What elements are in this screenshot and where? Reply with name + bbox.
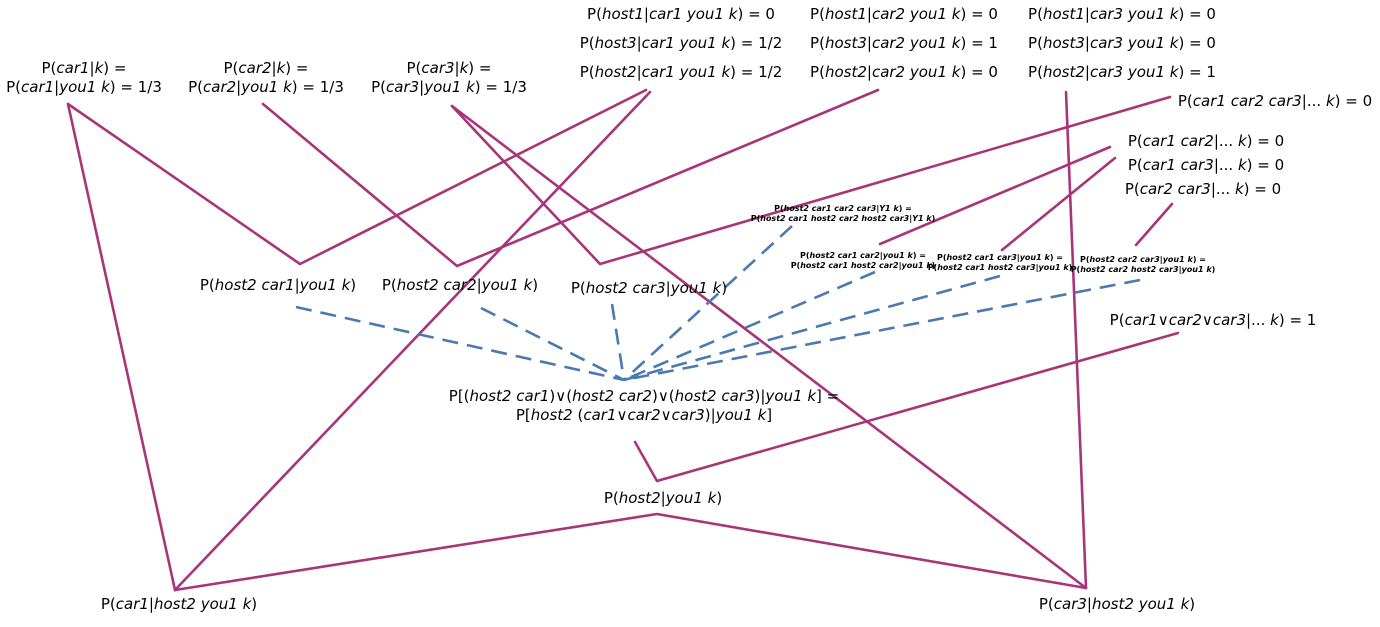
node-car2-host-probs: P(host1|car2 you1 k) = 0 P(host3|car2 yo… bbox=[810, 0, 998, 87]
edge-host2-car3-to-union bbox=[610, 303, 626, 381]
edge-host2-car1-to-union bbox=[295, 305, 625, 382]
node-p-host2: P(host2|you1 k) bbox=[603, 489, 723, 507]
node-line: P(host2 car1 host2 car3|you1 k) bbox=[927, 263, 1073, 272]
node-line: P(host1|car1 you1 k) = 0 bbox=[587, 5, 775, 23]
edge-car12-to-joint12 bbox=[878, 145, 1112, 246]
node-line: P(car2|you1 k) = 1/3 bbox=[188, 78, 344, 96]
node-union: P[(host2 car1)∨(host2 car2)∨(host2 car3)… bbox=[449, 387, 839, 425]
node-posterior-car3: P(car3|host2 you1 k) bbox=[1038, 595, 1196, 613]
edge-car3-prior-to-posterior-car3 bbox=[450, 104, 1088, 590]
edge-car1-prior-to-host2-car1 bbox=[66, 88, 648, 266]
edge-car3-prior-to-host2-car3 bbox=[450, 95, 1172, 266]
node-line: P(car1|you1 k) = 1/3 bbox=[6, 78, 162, 96]
node-p-car23-k: P(car2 car3|... k) = 0 bbox=[1124, 180, 1282, 198]
node-car3-host-probs: P(host1|car3 you1 k) = 0 P(host3|car3 yo… bbox=[1028, 0, 1216, 87]
node-line: P(host2 car1 car2 car3|Y1 k) = bbox=[774, 204, 912, 213]
node-line: P(host1|car2 you1 k) = 0 bbox=[810, 5, 998, 23]
node-line: P[(host2 car1)∨(host2 car2)∨(host2 car3)… bbox=[448, 387, 840, 405]
node-line: P(host2 car1 host2 car2|you1 k) bbox=[790, 261, 936, 270]
node-p-host2-car3: P(host2 car3|you1 k) bbox=[570, 279, 728, 297]
edge-union-to-or-car bbox=[633, 331, 1180, 483]
edge-joint23-to-union bbox=[623, 278, 1141, 382]
node-joint-123: P(host2 car1 car2 car3|Y1 k) = P(host2 c… bbox=[751, 204, 936, 224]
node-line: P[host2 (car1∨car2∨car3)|you1 k] bbox=[515, 406, 773, 424]
solid-edges bbox=[66, 88, 1180, 592]
edge-car1-prior-to-posterior-car1 bbox=[66, 102, 177, 592]
node-line: P(car3|k) = bbox=[406, 59, 492, 77]
node-joint-12: P(host2 car1 car2|you1 k) = P(host2 car1… bbox=[791, 251, 936, 271]
node-p-car1-k: P(car1|k) = P(car1|you1 k) = 1/3 bbox=[6, 59, 162, 97]
node-line: P(host2|car2 you1 k) = 0 bbox=[810, 63, 998, 81]
node-line: P(car2|k) = bbox=[223, 59, 309, 77]
node-line: P(host3|car1 you1 k) = 1/2 bbox=[579, 34, 783, 52]
node-line: P(car1|k) = bbox=[41, 59, 127, 77]
edge-host2-to-posteriors bbox=[173, 512, 1088, 592]
node-p-car13-k: P(car1 car3|... k) = 0 bbox=[1127, 156, 1285, 174]
node-line: P(host2|car1 you1 k) = 1/2 bbox=[579, 63, 783, 81]
edge-joint12-to-union bbox=[623, 270, 876, 382]
edge-host-probs-car3-to-posterior-car3 bbox=[1064, 90, 1088, 590]
node-line: P(host2|car3 you1 k) = 1 bbox=[1028, 63, 1216, 81]
edge-joint13-to-union bbox=[623, 274, 1001, 382]
node-car1-host-probs: P(host1|car1 you1 k) = 0 P(host3|car1 yo… bbox=[580, 0, 783, 87]
node-line: P(host2 car1 car3|you1 k) = bbox=[937, 253, 1063, 262]
node-line: P(host1|car3 you1 k) = 0 bbox=[1028, 5, 1216, 23]
node-joint-23: P(host2 car2 car3|you1 k) = P(host2 car2… bbox=[1071, 255, 1216, 275]
node-posterior-car1: P(car1|host2 you1 k) bbox=[100, 595, 258, 613]
node-line: P(host3|car2 you1 k) = 1 bbox=[810, 34, 998, 52]
node-joint-13: P(host2 car1 car3|you1 k) = P(host2 car1… bbox=[928, 253, 1073, 273]
node-p-car12-k: P(car1 car2|... k) = 0 bbox=[1127, 132, 1285, 150]
edge-car13-to-joint13 bbox=[1000, 156, 1117, 252]
edge-joint123-to-union bbox=[623, 225, 793, 381]
node-line: P(host2 car1 host2 car2 host2 car3|Y1 k) bbox=[750, 214, 936, 223]
node-line: P(host2 car2 host2 car3|you1 k) bbox=[1070, 265, 1216, 274]
node-line: P(host2 car2 car3|you1 k) = bbox=[1080, 255, 1206, 264]
node-line: P(host2 car1 car2|you1 k) = bbox=[800, 251, 926, 260]
node-p-host2-car1: P(host2 car1|you1 k) bbox=[199, 276, 357, 294]
edge-car2-prior-to-host2-car2 bbox=[261, 88, 880, 268]
node-p-car123-k: P(car1 car2 car3|... k) = 0 bbox=[1177, 92, 1373, 110]
dashed-edges bbox=[295, 225, 1141, 382]
edge-host-probs-car1-to-posterior-car1 bbox=[173, 90, 652, 592]
edge-host2-car2-to-union bbox=[480, 306, 625, 382]
node-p-host2-car2: P(host2 car2|you1 k) bbox=[381, 276, 539, 294]
node-p-car3-k: P(car3|k) = P(car3|you1 k) = 1/3 bbox=[371, 59, 527, 97]
node-line: P(host3|car3 you1 k) = 0 bbox=[1028, 34, 1216, 52]
node-p-car2-k: P(car2|k) = P(car2|you1 k) = 1/3 bbox=[188, 59, 344, 97]
node-p-or-car: P(car1∨car2∨car3|... k) = 1 bbox=[1109, 311, 1317, 329]
node-line: P(car3|you1 k) = 1/3 bbox=[371, 78, 527, 96]
edge-car23-to-joint23 bbox=[1134, 202, 1174, 247]
